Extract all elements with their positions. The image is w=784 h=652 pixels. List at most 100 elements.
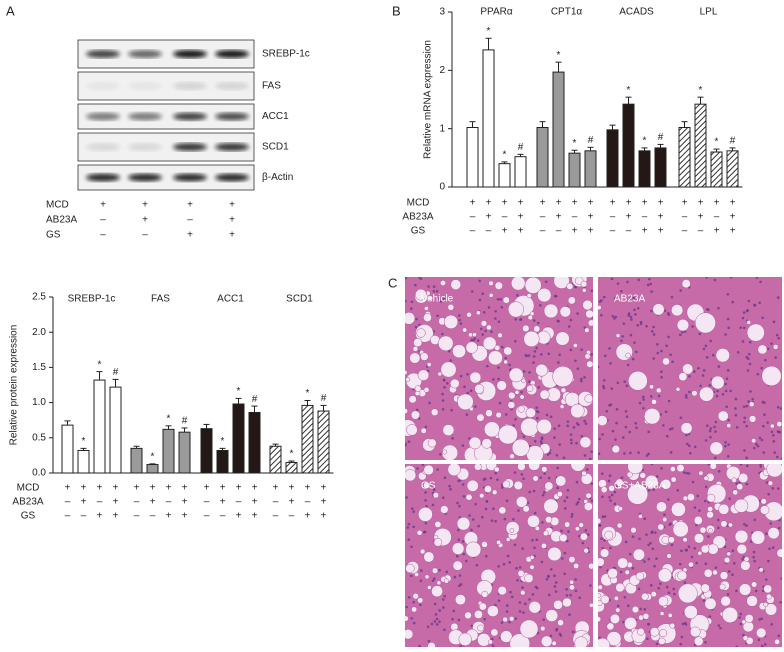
y-tick-label: 1.5 bbox=[32, 362, 46, 373]
lipid-droplet bbox=[507, 301, 524, 318]
nucleus bbox=[504, 413, 508, 416]
lipid-droplet bbox=[736, 483, 744, 491]
nucleus bbox=[505, 499, 509, 503]
lipid-droplet bbox=[651, 399, 657, 405]
nucleus bbox=[565, 496, 569, 499]
lipid-droplet bbox=[480, 320, 488, 327]
treatment-sign: – bbox=[626, 226, 632, 237]
treatment-sign: + bbox=[556, 212, 562, 223]
nucleus bbox=[563, 551, 567, 555]
nucleus bbox=[625, 384, 629, 388]
nucleus bbox=[443, 385, 446, 389]
lipid-droplet bbox=[436, 580, 442, 586]
treatment-sign: – bbox=[486, 226, 492, 237]
nucleus bbox=[634, 422, 638, 425]
nucleus bbox=[510, 595, 514, 599]
nucleus bbox=[686, 442, 689, 446]
treatment-sign: – bbox=[65, 497, 71, 508]
nucleus bbox=[487, 306, 491, 309]
lipid-droplet bbox=[632, 548, 645, 561]
nucleus bbox=[576, 312, 579, 315]
nucleus bbox=[601, 495, 604, 499]
nucleus bbox=[653, 564, 656, 568]
nucleus bbox=[485, 500, 489, 503]
nucleus bbox=[727, 443, 730, 446]
nucleus bbox=[668, 523, 672, 527]
nucleus bbox=[430, 622, 434, 626]
nucleus bbox=[647, 557, 651, 561]
nucleus bbox=[512, 517, 515, 521]
nucleus bbox=[651, 547, 655, 551]
lipid-droplet bbox=[417, 369, 430, 381]
nucleus bbox=[509, 590, 512, 594]
nucleus bbox=[734, 413, 738, 417]
nucleus bbox=[603, 378, 606, 382]
nucleus bbox=[418, 644, 421, 647]
lipid-droplet bbox=[412, 593, 419, 600]
nucleus bbox=[528, 598, 531, 601]
lipid-droplet bbox=[608, 485, 615, 492]
nucleus bbox=[567, 530, 570, 533]
nucleus bbox=[766, 421, 769, 424]
nucleus bbox=[598, 524, 602, 527]
treatment-sign: – bbox=[682, 226, 688, 237]
nucleus bbox=[659, 582, 662, 585]
nucleus bbox=[497, 565, 501, 568]
nucleus bbox=[562, 456, 566, 460]
treatment-sign: – bbox=[187, 215, 193, 226]
nucleus bbox=[494, 471, 498, 475]
nucleus bbox=[693, 506, 697, 509]
nucleus bbox=[524, 353, 528, 357]
nucleus bbox=[704, 344, 708, 348]
treatment-label: AB23A bbox=[402, 212, 433, 223]
nucleus bbox=[516, 578, 519, 582]
nucleus bbox=[535, 409, 539, 413]
lipid-droplet bbox=[497, 586, 507, 596]
nucleus bbox=[772, 433, 775, 437]
nucleus bbox=[407, 538, 411, 541]
nucleus bbox=[691, 480, 695, 484]
lipid-droplet bbox=[776, 421, 782, 427]
lipid-droplet bbox=[682, 363, 694, 375]
nucleus bbox=[665, 585, 669, 589]
treatment-sign: + bbox=[100, 200, 106, 211]
nucleus bbox=[456, 554, 459, 558]
lipid-droplet bbox=[719, 571, 729, 580]
nucleus bbox=[761, 400, 765, 404]
nucleus bbox=[441, 407, 445, 411]
nucleus bbox=[643, 560, 646, 563]
nucleus bbox=[561, 557, 564, 560]
nucleus bbox=[569, 593, 572, 597]
y-tick-label: 3 bbox=[439, 7, 445, 18]
treatment-sign: – bbox=[100, 230, 106, 241]
lipid-droplet bbox=[427, 438, 437, 448]
lipid-droplet bbox=[569, 584, 575, 591]
nucleus bbox=[634, 350, 638, 354]
lipid-droplet bbox=[418, 506, 433, 522]
treatment-sign: + bbox=[730, 212, 736, 223]
bar bbox=[514, 156, 527, 188]
nucleus bbox=[752, 550, 756, 554]
lipid-droplet bbox=[698, 470, 704, 476]
blot-band bbox=[128, 112, 162, 121]
lipid-droplet bbox=[599, 548, 610, 558]
nucleus bbox=[496, 298, 500, 301]
group-label: CPT1α bbox=[551, 7, 583, 18]
treatment-sign: + bbox=[81, 483, 87, 494]
lipid-droplet bbox=[556, 491, 563, 498]
lipid-droplet bbox=[615, 333, 621, 338]
lipid-droplet bbox=[567, 296, 576, 305]
lipid-droplet bbox=[628, 371, 648, 391]
lipid-droplet bbox=[689, 626, 701, 638]
lipid-droplet bbox=[706, 510, 714, 519]
lipid-droplet bbox=[649, 627, 660, 637]
nucleus bbox=[735, 425, 739, 429]
significance-mark: # bbox=[182, 416, 188, 427]
lipid-droplet bbox=[738, 583, 752, 596]
nucleus bbox=[477, 524, 480, 528]
nucleus bbox=[555, 628, 558, 632]
nucleus bbox=[476, 339, 480, 342]
bar bbox=[638, 150, 651, 188]
nucleus bbox=[646, 637, 649, 641]
